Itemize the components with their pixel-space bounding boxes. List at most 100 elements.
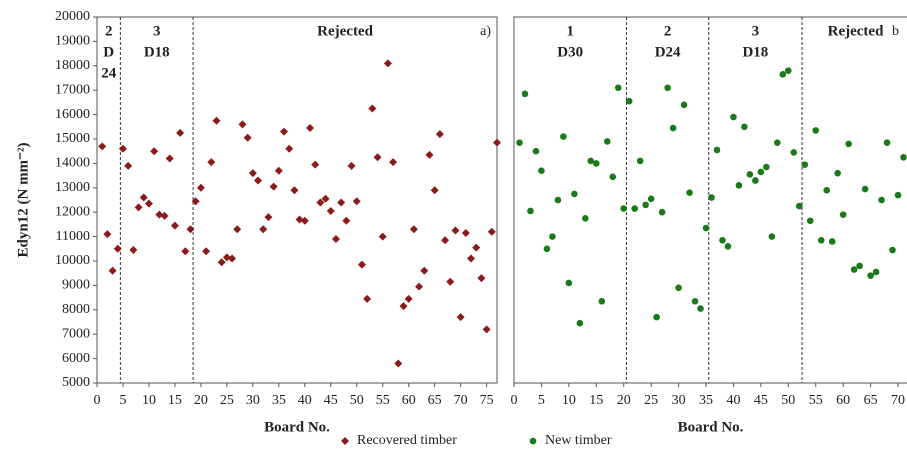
point — [493, 138, 501, 147]
point — [620, 205, 628, 212]
point — [702, 224, 710, 232]
point — [399, 302, 408, 311]
point — [425, 150, 434, 159]
point — [817, 236, 825, 244]
y-tick-label: 5000 — [62, 375, 90, 390]
point — [790, 149, 798, 156]
point — [394, 359, 403, 368]
x-axis-title: Board No. — [264, 419, 330, 435]
y-tick-label: 6000 — [62, 351, 90, 366]
point — [482, 325, 491, 334]
x-tick-label: 0 — [94, 393, 101, 408]
point — [795, 202, 803, 210]
x-tick-label: 65 — [864, 393, 878, 408]
point — [311, 160, 320, 169]
x-tick-label: 15 — [168, 393, 182, 408]
point — [113, 244, 122, 253]
panel-label: b — [892, 24, 899, 39]
point — [404, 294, 413, 303]
point — [217, 258, 226, 267]
y-tick-label: 12000 — [55, 204, 90, 219]
x-tick-label: 60 — [402, 393, 416, 408]
point — [719, 236, 726, 244]
group-label: Rejected — [317, 23, 373, 39]
point — [165, 154, 174, 163]
point — [300, 216, 309, 225]
point — [435, 130, 444, 139]
group-label: 2 — [105, 23, 113, 39]
x-axis-title: Board No. — [678, 419, 744, 435]
y-tick-label: 13000 — [55, 180, 90, 195]
point — [642, 201, 649, 209]
point — [415, 282, 424, 291]
point — [856, 262, 863, 270]
point — [342, 216, 351, 225]
legend-label: Recovered timber — [357, 433, 457, 448]
point — [108, 266, 117, 275]
point — [290, 186, 299, 195]
point — [521, 90, 529, 98]
point — [565, 279, 573, 287]
point — [456, 313, 465, 322]
point — [139, 193, 148, 202]
point — [691, 297, 699, 305]
point — [461, 228, 470, 237]
point — [383, 59, 392, 68]
group-label: D — [103, 44, 114, 60]
point — [669, 124, 677, 132]
group-label: 3 — [752, 23, 760, 39]
point — [823, 186, 831, 194]
point — [768, 233, 776, 240]
x-tick-label: 50 — [781, 393, 795, 408]
panel-label: a) — [480, 24, 491, 39]
point — [176, 128, 185, 137]
point — [741, 123, 748, 131]
point — [763, 163, 770, 171]
y-tick-label: 10000 — [55, 253, 90, 268]
point — [757, 168, 765, 176]
point — [98, 142, 107, 151]
point — [647, 195, 655, 203]
y-tick-label: 7000 — [62, 326, 90, 341]
group-label: 24 — [101, 65, 117, 81]
point — [839, 211, 847, 218]
point — [609, 173, 617, 181]
point — [191, 197, 200, 206]
point — [889, 246, 896, 254]
x-tick-label: 30 — [246, 393, 260, 408]
point — [538, 167, 545, 175]
x-tick-label: 55 — [376, 393, 390, 408]
x-tick-label: 15 — [589, 393, 603, 408]
point — [259, 225, 268, 234]
point — [186, 225, 195, 234]
y-tick-label: 19000 — [55, 34, 90, 49]
point — [614, 84, 622, 92]
point — [357, 260, 366, 269]
point — [872, 268, 880, 276]
point — [900, 154, 907, 161]
y-tick-label: 14000 — [55, 156, 90, 171]
group-label: D18 — [742, 44, 768, 60]
point — [285, 144, 294, 153]
point — [129, 246, 138, 255]
point — [420, 266, 429, 275]
point — [373, 153, 382, 162]
x-tick-label: 25 — [644, 393, 658, 408]
x-tick-label: 20 — [617, 393, 631, 408]
point — [883, 139, 891, 146]
point — [228, 254, 237, 263]
point — [806, 217, 814, 225]
point — [378, 232, 387, 241]
point — [878, 196, 885, 204]
x-tick-label: 40 — [726, 393, 740, 408]
point — [181, 247, 190, 256]
point — [305, 124, 314, 133]
x-tick-label: 50 — [350, 393, 364, 408]
point — [752, 177, 759, 184]
point — [238, 120, 247, 129]
x-tick-label: 55 — [809, 393, 823, 408]
plot-frame — [96, 16, 498, 384]
point — [631, 205, 638, 212]
point — [202, 247, 211, 256]
point — [867, 272, 874, 279]
